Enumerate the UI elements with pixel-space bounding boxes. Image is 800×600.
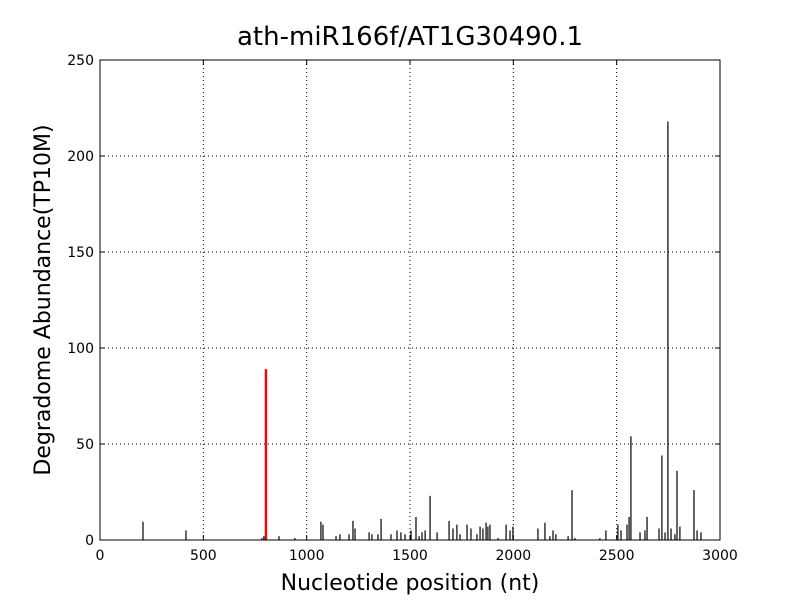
y-axis-label: Degradome Abundance(TP10M) (31, 124, 56, 475)
y-tick-label: 0 (85, 533, 94, 549)
x-tick-label: 2000 (496, 548, 532, 564)
y-tick-label: 250 (67, 53, 94, 69)
x-axis-label: Nucleotide position (nt) (281, 571, 540, 596)
y-tick-label: 100 (67, 341, 94, 357)
x-tick-label: 3000 (702, 548, 738, 564)
x-tick-label: 1000 (289, 548, 325, 564)
chart-title: ath-miR166f/AT1G30490.1 (237, 22, 583, 52)
x-tick-label: 2500 (599, 548, 635, 564)
x-tick-label: 500 (190, 548, 217, 564)
x-tick-label: 1500 (392, 548, 428, 564)
x-tick-label: 0 (96, 548, 105, 564)
y-tick-label: 200 (67, 149, 94, 165)
y-tick-label: 150 (67, 245, 94, 261)
y-tick-label: 50 (76, 437, 94, 453)
plot-frame (99, 59, 721, 541)
